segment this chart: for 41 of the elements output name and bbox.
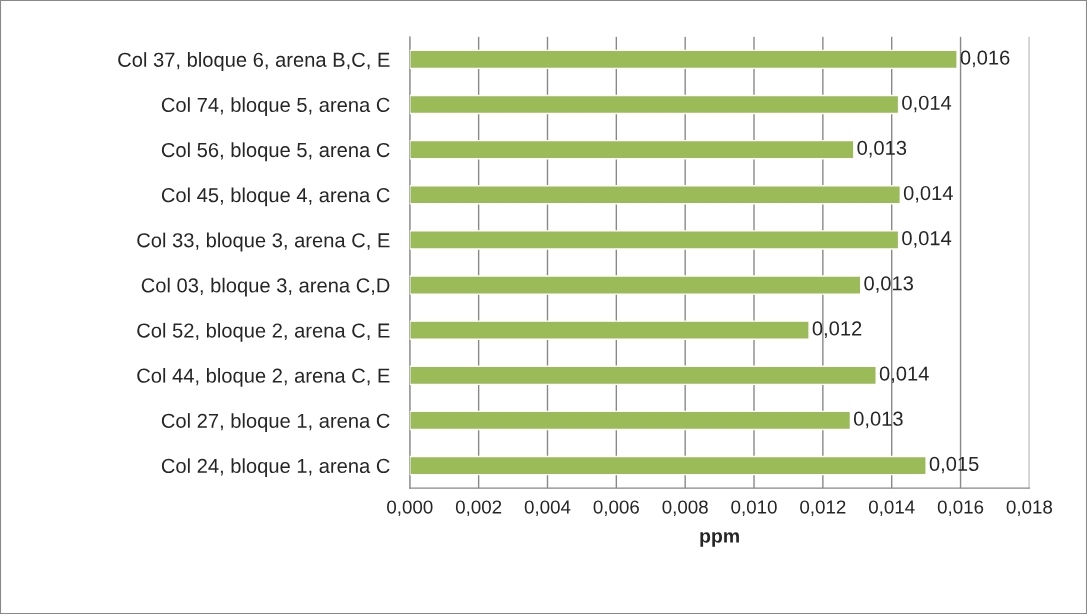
x-tick-label: 0,002 — [455, 500, 502, 516]
x-tick-label: 0,004 — [524, 500, 571, 516]
x-axis-title: ppm — [700, 532, 739, 547]
x-tick-label: 0,006 — [593, 500, 639, 516]
y-tick-label: Col 27, bloque 1, arena C — [161, 413, 390, 432]
x-tick-label: 0,010 — [731, 500, 777, 516]
y-tick-label: Col 56, bloque 5, arena C — [161, 142, 390, 162]
x-tick-label: 0,018 — [1006, 500, 1053, 516]
data-label: 0,013 — [857, 140, 907, 158]
bar — [409, 410, 852, 431]
data-label: 0,013 — [864, 276, 914, 293]
y-tick-label: Col 45, bloque 4, arena C — [161, 187, 390, 207]
x-tick-label: 0,016 — [937, 500, 984, 516]
y-tick-label: Col 74, bloque 5, arena C — [161, 97, 390, 117]
y-tick-label: Col 03, bloque 3, arena C,D — [141, 277, 390, 297]
bar — [409, 94, 900, 115]
y-tick-label: Col 24, bloque 1, arena C — [161, 458, 390, 478]
bar — [409, 230, 900, 250]
y-tick-label: Col 33, bloque 3, arena C, E — [137, 232, 390, 252]
data-label: 0,014 — [903, 185, 953, 203]
bar — [409, 185, 902, 205]
data-label: 0,013 — [853, 411, 903, 429]
y-tick-label: Col 37, bloque 6, arena B,C, E — [118, 52, 390, 71]
data-label: 0,014 — [879, 366, 929, 384]
x-tick-label: 0,012 — [800, 500, 846, 516]
bar — [409, 455, 927, 476]
data-label: 0,014 — [902, 231, 952, 248]
y-tick-label: Col 52, bloque 2, arena C, E — [137, 322, 390, 342]
data-label: 0,016 — [960, 50, 1010, 68]
bar — [409, 49, 958, 70]
data-label: 0,012 — [812, 321, 862, 338]
x-tick-label: 0,000 — [387, 500, 433, 516]
y-tick-label: Col 44, bloque 2, arena C, E — [137, 368, 390, 387]
x-tick-label: 0,008 — [662, 500, 708, 516]
bar — [409, 320, 810, 340]
bar — [409, 365, 877, 386]
bar — [409, 139, 855, 160]
data-label: 0,014 — [902, 95, 952, 113]
bar — [409, 275, 862, 295]
x-tick-label: 0,014 — [868, 500, 915, 516]
data-label: 0,015 — [929, 456, 979, 474]
